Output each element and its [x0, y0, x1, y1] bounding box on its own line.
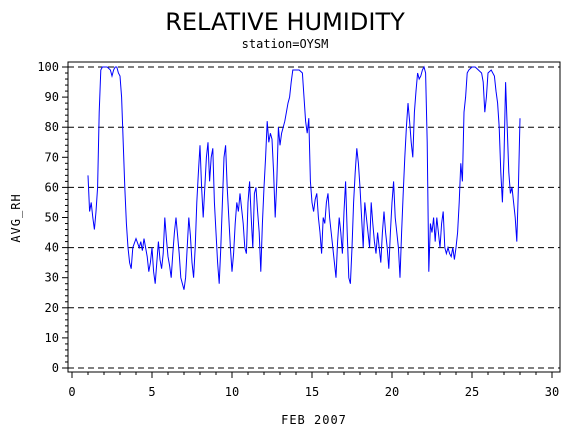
y-tick-label: 80	[45, 120, 59, 134]
x-tick-label: 5	[148, 385, 155, 399]
y-axis-label: AVG_RH	[9, 193, 23, 242]
y-tick-label: 90	[45, 90, 59, 104]
plot-frame	[67, 61, 561, 373]
y-tick-label: 20	[45, 301, 59, 315]
chart-title: RELATIVE HUMIDITY	[165, 8, 405, 36]
x-tick-label: 30	[545, 385, 559, 399]
series-line-avg-rh	[87, 65, 521, 290]
x-tick-label: 0	[68, 385, 75, 399]
grid-lines	[68, 66, 560, 369]
x-tick-label: 15	[305, 385, 319, 399]
chart-subtitle: station=OYSM	[242, 37, 329, 51]
y-tick-label: 70	[45, 150, 59, 164]
x-axis: 0 5 10 15 20 25 30	[68, 372, 559, 399]
y-tick-label: 0	[52, 361, 59, 375]
x-tick-label: 20	[385, 385, 399, 399]
series-layer	[87, 65, 521, 290]
x-tick-label: 25	[465, 385, 479, 399]
y-tick-label: 10	[45, 331, 59, 345]
y-tick-label: 100	[37, 60, 59, 74]
y-tick-label: 30	[45, 271, 59, 285]
y-axis: 0 10 20 30 40 50 60 70 80 90 100	[37, 60, 68, 375]
y-tick-label: 40	[45, 241, 59, 255]
y-tick-label: 50	[45, 211, 59, 225]
y-tick-label: 60	[45, 180, 59, 194]
x-axis-label: FEB 2007	[281, 413, 347, 427]
x-tick-label: 10	[225, 385, 239, 399]
